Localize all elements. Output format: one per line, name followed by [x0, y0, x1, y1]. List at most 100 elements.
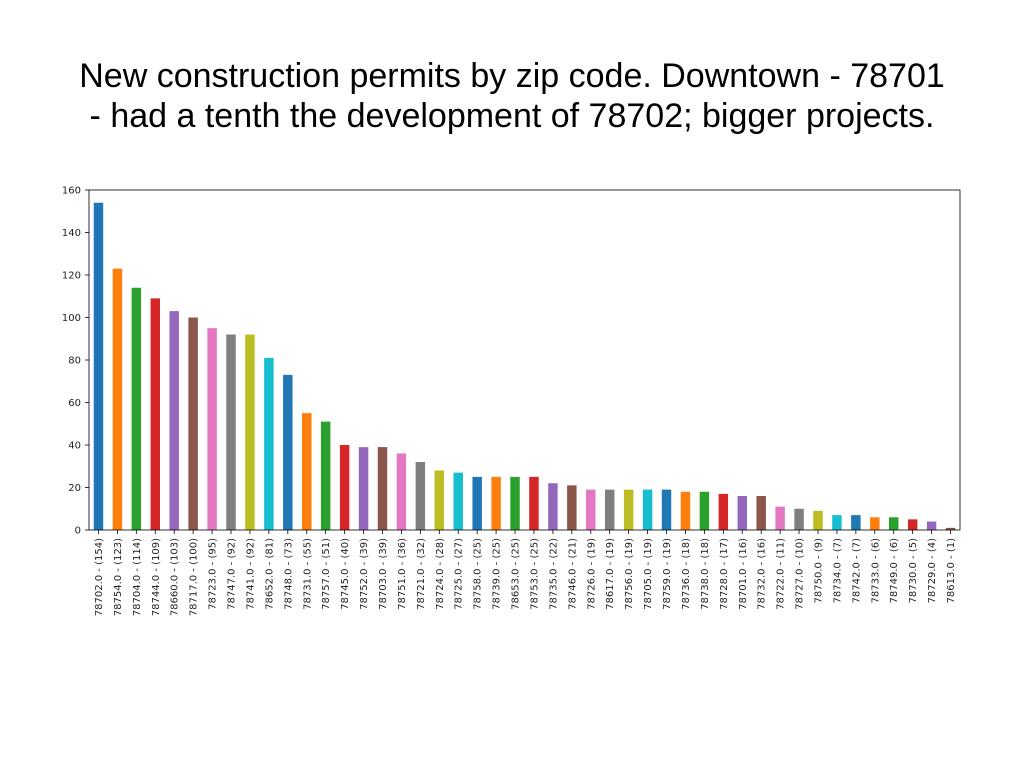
bar	[112, 268, 123, 530]
y-tick-label: 20	[68, 483, 81, 494]
bar	[396, 453, 407, 530]
bar	[169, 311, 179, 530]
x-tick-label: 78746.0 - (21)	[567, 538, 578, 610]
x-tick-label: 78734.0 - (7)	[832, 538, 843, 604]
x-tick-label: 78653.0 - (25)	[511, 538, 522, 610]
x-tick-label: 78727.0 - (10)	[795, 538, 806, 610]
x-tick-label: 78749.0 - (6)	[889, 538, 900, 604]
x-tick-label: 78660.0 - (103)	[170, 538, 181, 616]
bar	[661, 489, 672, 530]
bar	[207, 328, 217, 530]
bar	[548, 483, 558, 530]
bar	[226, 334, 236, 530]
bar	[339, 445, 350, 530]
bar	[945, 527, 956, 530]
bar	[870, 517, 880, 530]
bar	[604, 489, 615, 530]
x-tick-label: 78739.0 - (25)	[492, 538, 503, 610]
x-tick-label: 78705.0 - (19)	[643, 538, 654, 610]
x-tick-label: 78704.0 - (114)	[132, 538, 143, 616]
bar	[377, 447, 388, 530]
bar	[907, 519, 918, 530]
x-tick-label: 78702.0 - (154)	[94, 538, 105, 616]
bar	[794, 508, 804, 530]
bar	[188, 317, 198, 530]
x-tick-label: 78732.0 - (16)	[757, 538, 768, 610]
bar	[358, 447, 369, 530]
x-tick-label: 78722.0 - (11)	[776, 538, 787, 610]
bar	[851, 515, 861, 530]
bar	[510, 476, 520, 530]
x-tick-label: 78752.0 - (39)	[359, 538, 370, 610]
bar	[302, 413, 312, 530]
bar	[453, 472, 463, 530]
bar	[567, 485, 577, 530]
x-axis: 78702.0 - (154) 78754.0 - (123) 78704.0 - …	[94, 530, 957, 616]
x-tick-label: 78652.0 - (81)	[264, 538, 275, 610]
x-tick-label: 78726.0 - (19)	[586, 538, 597, 610]
bar	[926, 521, 937, 530]
x-tick-label: 78748.0 - (73)	[283, 538, 294, 610]
bar	[699, 491, 710, 530]
x-tick-label: 78730.0 - (5)	[908, 538, 919, 604]
y-tick-label: 160	[62, 186, 81, 197]
bars-layer	[93, 202, 956, 530]
bar	[283, 374, 293, 530]
x-tick-label: 78717.0 - (100)	[189, 538, 200, 616]
bar	[434, 470, 445, 530]
bar	[832, 515, 842, 530]
x-tick-label: 78735.0 - (22)	[548, 538, 559, 610]
slide-title-line-2: - had a tenth the development of 78702; …	[89, 97, 935, 135]
bar	[529, 476, 539, 530]
x-tick-label: 78744.0 - (109)	[151, 538, 162, 616]
x-tick-label: 78741.0 - (92)	[245, 538, 256, 610]
x-tick-label: 78742.0 - (7)	[851, 538, 862, 604]
slide-title-line-1: New construction permits by zip code. Do…	[79, 57, 945, 95]
bar	[623, 489, 634, 530]
y-axis: 0 20 40 60 80 100 120 140 160	[62, 186, 89, 537]
bar	[131, 287, 142, 530]
x-tick-label: 78757.0 - (51)	[321, 538, 332, 610]
x-tick-label: 78733.0 - (6)	[870, 538, 881, 604]
x-tick-label: 78759.0 - (19)	[662, 538, 673, 610]
y-tick-label: 140	[62, 228, 81, 239]
bar	[813, 510, 823, 530]
x-tick-label: 78750.0 - (9)	[813, 538, 824, 604]
plot-frame	[88, 189, 961, 531]
x-tick-label: 78753.0 - (25)	[529, 538, 540, 610]
x-tick-label: 78724.0 - (28)	[435, 538, 446, 610]
y-tick-label: 0	[75, 526, 81, 537]
x-tick-label: 78738.0 - (18)	[700, 538, 711, 610]
bar	[491, 476, 501, 530]
bar	[775, 506, 785, 530]
bar	[245, 334, 255, 530]
bar	[888, 517, 899, 530]
x-tick-label: 78701.0 - (16)	[738, 538, 749, 610]
x-tick-label: 78617.0 - (19)	[605, 538, 616, 610]
bar	[756, 496, 766, 530]
x-tick-label: 78751.0 - (36)	[397, 538, 408, 610]
slide-title: New construction permits by zip code. Do…	[0, 56, 1024, 136]
x-tick-label: 78754.0 - (123)	[113, 538, 124, 616]
bar	[415, 462, 426, 530]
y-tick-label: 80	[68, 356, 81, 367]
y-tick-label: 120	[62, 271, 81, 282]
bar	[642, 489, 653, 530]
x-tick-label: 78731.0 - (55)	[302, 538, 313, 610]
x-tick-label: 78728.0 - (17)	[719, 538, 730, 610]
bar	[264, 357, 274, 530]
bar	[737, 496, 747, 530]
x-tick-label: 78736.0 - (18)	[681, 538, 692, 610]
x-tick-label: 78747.0 - (92)	[227, 538, 238, 610]
x-tick-label: 78703.0 - (39)	[378, 538, 389, 610]
y-tick-label: 40	[68, 441, 81, 452]
bar	[680, 491, 691, 530]
bar	[586, 489, 596, 530]
bar	[320, 421, 331, 530]
x-tick-label: 78729.0 - (4)	[927, 538, 938, 604]
x-tick-label: 78758.0 - (25)	[473, 538, 484, 610]
x-tick-label: 78725.0 - (27)	[454, 538, 465, 610]
x-tick-label: 78721.0 - (32)	[416, 538, 427, 610]
bar	[718, 493, 729, 530]
